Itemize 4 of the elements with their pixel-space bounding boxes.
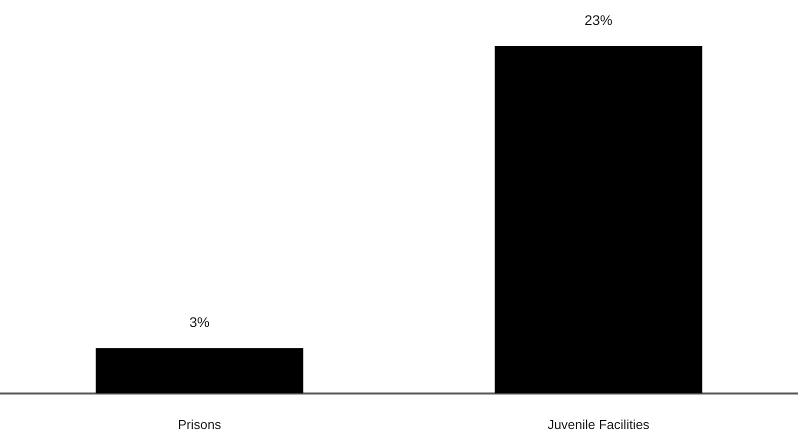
data-label: 23% <box>584 12 613 28</box>
x-tick-label: Juvenile Facilities <box>548 416 650 432</box>
x-tick-label: Prisons <box>178 416 222 432</box>
data-label: 3% <box>189 314 210 330</box>
